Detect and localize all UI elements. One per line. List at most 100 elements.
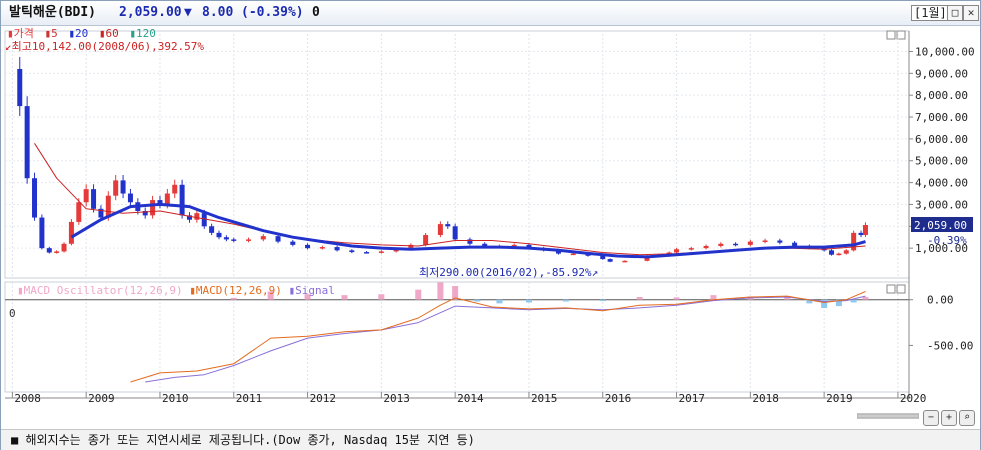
price-candle: [61, 243, 67, 252]
price-candle: [674, 249, 680, 253]
macd-legend: ▮MACD Oscillator(12,26,9) ▮MACD(12,26,9)…: [17, 285, 335, 297]
price-tick-label: 3,000.00: [915, 198, 968, 211]
price-candle: [24, 106, 30, 179]
macd-tick-label: 0.00: [927, 294, 954, 307]
price-candle: [445, 224, 451, 227]
low-arrow-icon: ↗: [591, 266, 599, 279]
legend-ma60: 60: [105, 27, 119, 40]
macd-osc-bar: [673, 297, 680, 300]
price-candle: [688, 248, 694, 250]
price-candle: [851, 232, 857, 251]
current-price-box: [911, 217, 973, 233]
x-tick-label: 2017: [679, 392, 706, 405]
price-candle: [142, 211, 148, 216]
legend-ma120-marker: ▮: [129, 27, 136, 40]
current-percent-label: -0.39%: [927, 234, 967, 247]
restore-button[interactable]: □: [947, 5, 963, 21]
price-candle: [120, 180, 126, 194]
x-tick-label: 2018: [752, 392, 779, 405]
price-candle: [209, 226, 215, 233]
price-candle: [703, 245, 709, 249]
price-chart-svg[interactable]: 2008 2009 2010 2011 2012 2013 2014 2015 2016 2017…: [1, 26, 980, 428]
price-candle: [622, 260, 628, 263]
x-tick-label: 2019: [826, 392, 853, 405]
price-candle: [437, 224, 443, 236]
price-candle: [76, 202, 82, 222]
price-tick-label: 1,000.00: [915, 242, 968, 255]
price-candle: [290, 241, 296, 245]
x-tick-label: 2009: [88, 392, 115, 405]
price-candle: [105, 195, 111, 218]
macd-osc-bar: [835, 299, 842, 307]
price-candle: [113, 180, 119, 196]
x-tick-label: 2012: [310, 392, 337, 405]
price-candle: [843, 250, 849, 254]
price-tick-label: 4,000.00: [915, 177, 968, 190]
price-candle: [127, 193, 133, 203]
price-tick-label: 6,000.00: [915, 133, 968, 146]
price-candle: [777, 240, 783, 243]
period-selector[interactable]: [1월]: [911, 5, 950, 21]
chart-grid: [4, 30, 910, 393]
macd-osc-bar: [341, 295, 348, 300]
price-legend: ▮가격 ▮5 ▮20 ▮60 ▮120: [7, 28, 156, 40]
x-tick-label: 2013: [383, 392, 410, 405]
price-candle: [364, 252, 370, 254]
price-candle: [452, 226, 458, 240]
legend-ma20-marker: ▮: [68, 27, 75, 40]
price-tick-label: 8,000.00: [915, 89, 968, 102]
volume: 0: [312, 5, 320, 20]
legend-signal: Signal: [295, 284, 335, 297]
price-candle: [164, 193, 170, 205]
close-button[interactable]: ✕: [963, 5, 979, 21]
macd-osc-bar: [415, 289, 422, 300]
macd-osc-bar: [474, 299, 481, 302]
zoom-slider[interactable]: [857, 411, 919, 421]
price-candle: [526, 244, 532, 249]
legend-macd-marker: ▮: [189, 284, 196, 297]
footer-notice-text: 해외지수는 종가 또는 지연시세로 제공됩니다.(Dow 종가, Nasdaq …: [25, 433, 475, 447]
zoom-out-icon[interactable]: −: [923, 410, 939, 426]
footer-notice: ■ 해외지수는 종가 또는 지연시세로 제공됩니다.(Dow 종가, Nasda…: [11, 432, 475, 448]
legend-osc-marker: ▮: [17, 284, 24, 297]
price-panel-close-icon: [896, 30, 906, 40]
chart-area[interactable]: 2008 2009 2010 2011 2012 2013 2014 2015 2016 2017…: [1, 26, 980, 428]
price-candle: [46, 248, 52, 253]
price-candle: [98, 208, 104, 218]
macd-osc-bar: [230, 297, 237, 300]
legend-ma20: 20: [75, 27, 89, 40]
zoom-in-icon[interactable]: +: [941, 410, 957, 426]
legend-macd: MACD(12,26,9): [195, 284, 282, 297]
current-price: 2,059.00: [119, 5, 182, 20]
price-candle: [260, 236, 266, 240]
chart-labels: 2008 2009 2010 2011 2012 2013 2014 2015 2016 2017…: [14, 45, 974, 405]
macd-osc-bar: [850, 299, 857, 303]
macd-panel-frame: [4, 281, 910, 393]
low-annotation: 최저290.00(2016/02),-85.92%↗: [419, 267, 598, 279]
price-candle: [54, 251, 60, 253]
price-candle: [223, 237, 229, 240]
macd-panel-max-icon: [886, 284, 896, 294]
price-candle: [17, 68, 23, 107]
price-candle: [762, 240, 768, 242]
price-candle: [408, 244, 414, 250]
price-candle: [83, 189, 89, 203]
price-candle: [862, 225, 868, 236]
price-candle: [68, 221, 74, 244]
price-candle: [733, 243, 739, 246]
price-candle: [231, 239, 237, 241]
price-tick-label: 9,000.00: [915, 67, 968, 80]
price-candle: [718, 243, 724, 246]
price-candle: [829, 250, 835, 255]
zoom-reset-icon[interactable]: ⌕: [959, 410, 975, 426]
signal-line: [145, 295, 866, 383]
price-candle: [607, 259, 613, 262]
macd-osc-bar: [636, 296, 643, 300]
legend-ma120: 120: [136, 27, 156, 40]
macd-osc-bar: [304, 294, 311, 300]
macd-osc-bar: [784, 297, 791, 300]
price-candle: [32, 178, 38, 218]
price-candle: [157, 200, 163, 205]
macd-osc-bar: [599, 299, 606, 302]
x-tick-label: 2020: [900, 392, 927, 405]
